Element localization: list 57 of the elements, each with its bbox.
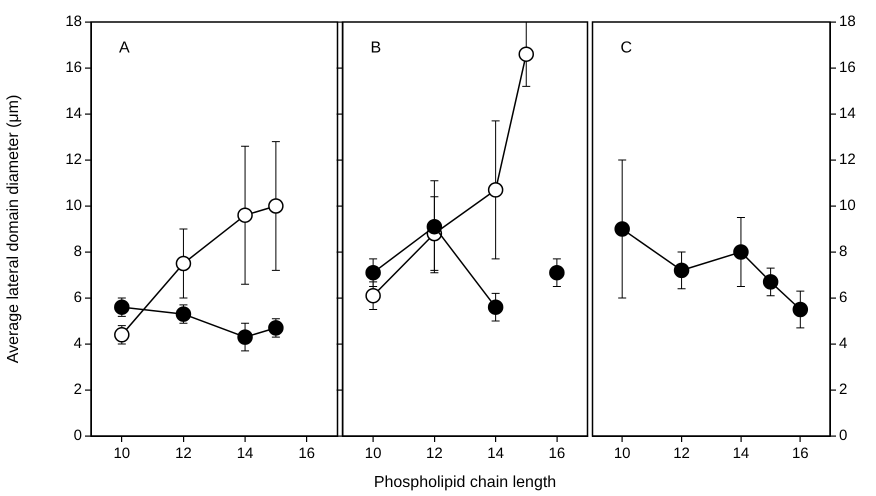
y-tick-label: 8 xyxy=(74,243,82,260)
y2-tick-label: 0 xyxy=(839,427,848,444)
text: C xyxy=(620,39,632,56)
y-tick-label: 18 xyxy=(65,13,82,30)
point xyxy=(733,244,749,260)
point xyxy=(614,221,630,237)
y2-tick-label: 8 xyxy=(839,243,848,260)
point xyxy=(114,327,130,343)
y-tick-label: 4 xyxy=(74,335,82,352)
y-axis-title: Average lateral domain diameter (μm) xyxy=(5,94,22,364)
point xyxy=(237,207,253,223)
y2-tick-label: 14 xyxy=(839,105,856,122)
y-tick-label: 16 xyxy=(65,59,82,76)
point xyxy=(268,198,284,214)
y-tick-label: 6 xyxy=(74,289,82,306)
point xyxy=(426,218,442,234)
y2-tick-label: 16 xyxy=(839,59,856,76)
point xyxy=(488,299,504,315)
x-tick-label: 10 xyxy=(113,445,130,462)
point xyxy=(488,182,504,198)
y2-tick-label: 18 xyxy=(839,13,856,30)
x-tick-label: 16 xyxy=(548,445,566,462)
point xyxy=(792,302,808,318)
y2-tick-label: 6 xyxy=(839,289,848,306)
point xyxy=(549,264,565,280)
x-tick-label: 12 xyxy=(673,445,690,462)
x-axis-title: Phospholipid chain length xyxy=(374,474,556,491)
y2-tick-label: 4 xyxy=(839,335,848,352)
x-tick-label: 14 xyxy=(732,445,750,462)
y2-tick-label: 12 xyxy=(839,151,856,168)
point xyxy=(114,299,130,315)
x-tick-label: 16 xyxy=(298,445,316,462)
point xyxy=(176,256,192,272)
x-tick-label: 10 xyxy=(614,445,631,462)
x-tick-label: 12 xyxy=(426,445,443,462)
x-tick-label: 14 xyxy=(236,445,254,462)
point xyxy=(365,288,381,304)
text: B xyxy=(370,39,382,56)
point xyxy=(674,262,690,278)
x-tick-label: 10 xyxy=(364,445,382,462)
y2-tick-label: 2 xyxy=(839,381,848,398)
x-tick-label: 14 xyxy=(487,445,504,462)
point xyxy=(268,320,284,336)
x-tick-label: 16 xyxy=(792,445,809,462)
point xyxy=(237,329,253,345)
y-tick-label: 0 xyxy=(74,427,82,444)
y-tick-label: 2 xyxy=(74,381,82,398)
point xyxy=(518,46,534,62)
y2-tick-label: 10 xyxy=(839,197,856,214)
point xyxy=(176,306,192,322)
point xyxy=(365,264,381,280)
y-tick-label: 10 xyxy=(65,197,82,214)
text: A xyxy=(119,39,130,56)
point xyxy=(762,274,778,290)
y-tick-label: 14 xyxy=(65,105,82,122)
y-tick-label: 12 xyxy=(65,151,82,168)
x-tick-label: 12 xyxy=(175,445,192,462)
